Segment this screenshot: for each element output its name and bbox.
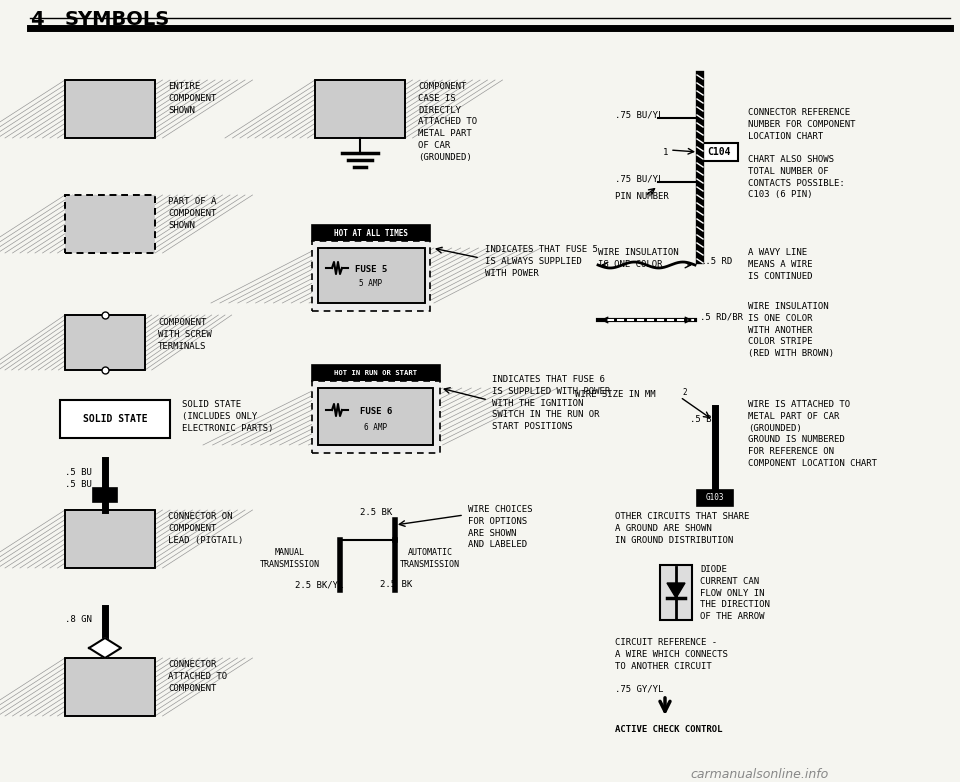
- Text: CONNECTOR REFERENCE
NUMBER FOR COMPONENT
LOCATION CHART: CONNECTOR REFERENCE NUMBER FOR COMPONENT…: [748, 108, 855, 141]
- Bar: [65, 510, 155, 568]
- Text: CIRCUIT REFERENCE -
A WIRE WHICH CONNECTS
TO ANOTHER CIRCUIT: CIRCUIT REFERENCE - A WIRE WHICH CONNECT…: [615, 638, 728, 671]
- Text: AUTOMATIC
TRANSMISSION: AUTOMATIC TRANSMISSION: [400, 548, 460, 569]
- Bar: [65, 195, 155, 253]
- Bar: [65, 658, 155, 716]
- Bar: [318, 388, 433, 445]
- Polygon shape: [89, 638, 121, 658]
- Text: 1.5 RD: 1.5 RD: [700, 257, 732, 266]
- Bar: [65, 80, 155, 138]
- Bar: [315, 80, 405, 138]
- Text: G103: G103: [706, 493, 724, 503]
- Text: 2.5 BK: 2.5 BK: [360, 508, 393, 517]
- Text: carmanualsonline.info: carmanualsonline.info: [691, 768, 829, 781]
- Text: 4: 4: [30, 10, 43, 29]
- Text: FUSE 6: FUSE 6: [360, 407, 392, 417]
- Text: INDICATES THAT FUSE 5
IS ALWAYS SUPPLIED
WITH POWER: INDICATES THAT FUSE 5 IS ALWAYS SUPPLIED…: [485, 245, 598, 278]
- Bar: [65, 315, 145, 370]
- Text: C104: C104: [708, 147, 731, 157]
- Text: COMPONENT
WITH SCREW
TERMINALS: COMPONENT WITH SCREW TERMINALS: [158, 318, 212, 350]
- Text: ENTIRE
COMPONENT
SHOWN: ENTIRE COMPONENT SHOWN: [168, 82, 216, 115]
- Bar: [315, 80, 405, 138]
- Bar: [318, 248, 425, 303]
- Bar: [312, 365, 440, 381]
- Text: ACTIVE CHECK CONTROL: ACTIVE CHECK CONTROL: [615, 725, 723, 734]
- Text: WIRE INSULATION
IS ONE COLOR
WITH ANOTHER
COLOR STRIPE
(RED WITH BROWN): WIRE INSULATION IS ONE COLOR WITH ANOTHE…: [748, 302, 834, 358]
- Bar: [65, 510, 155, 568]
- Text: MANUAL
TRANSMISSION: MANUAL TRANSMISSION: [260, 548, 320, 569]
- Text: INDICATES THAT FUSE 6
IS SUPPLIED WITH POWER
WITH THE IGNITION
SWITCH IN THE RUN: INDICATES THAT FUSE 6 IS SUPPLIED WITH P…: [492, 375, 611, 431]
- Text: WIRE SIZE IN MM: WIRE SIZE IN MM: [575, 390, 656, 399]
- Bar: [318, 248, 425, 303]
- Text: .75 GY/YL: .75 GY/YL: [615, 685, 663, 694]
- Text: .75 BU/YL: .75 BU/YL: [615, 110, 663, 119]
- Bar: [312, 225, 430, 241]
- Text: 6 AMP: 6 AMP: [365, 422, 388, 432]
- Text: .75 BU/YL: .75 BU/YL: [615, 175, 663, 184]
- Text: WIRE INSULATION
IS ONE COLOR: WIRE INSULATION IS ONE COLOR: [598, 248, 679, 269]
- Text: FUSE 5: FUSE 5: [355, 266, 387, 274]
- Bar: [65, 195, 155, 253]
- Text: CONNECTOR
ATTACHED TO
COMPONENT: CONNECTOR ATTACHED TO COMPONENT: [168, 660, 228, 693]
- Text: 2.5 BK/YL: 2.5 BK/YL: [295, 580, 344, 589]
- Text: SOLID STATE: SOLID STATE: [83, 414, 147, 424]
- Text: .5 RD/BR: .5 RD/BR: [700, 312, 743, 321]
- Text: OTHER CIRCUITS THAT SHARE
A GROUND ARE SHOWN
IN GROUND DISTRIBUTION: OTHER CIRCUITS THAT SHARE A GROUND ARE S…: [615, 512, 750, 544]
- Text: HOT IN RUN OR START: HOT IN RUN OR START: [334, 370, 418, 376]
- Bar: [660, 565, 692, 620]
- Bar: [318, 388, 433, 445]
- Text: CHART ALSO SHOWS
TOTAL NUMBER OF
CONTACTS POSSIBLE:
C103 (6 PIN): CHART ALSO SHOWS TOTAL NUMBER OF CONTACT…: [748, 155, 845, 199]
- Text: HOT AT ALL TIMES: HOT AT ALL TIMES: [334, 228, 408, 238]
- Text: WIRE IS ATTACHED TO
METAL PART OF CAR
(GROUNDED)
GROUND IS NUMBERED
FOR REFERENC: WIRE IS ATTACHED TO METAL PART OF CAR (G…: [748, 400, 877, 468]
- Text: SYMBOLS: SYMBOLS: [65, 10, 170, 29]
- Text: 1: 1: [662, 148, 668, 157]
- Text: COMPONENT
CASE IS
DIRECTLY
ATTACHED TO
METAL PART
OF CAR
(GROUNDED): COMPONENT CASE IS DIRECTLY ATTACHED TO M…: [418, 82, 477, 162]
- Bar: [700, 143, 738, 161]
- Text: CONNECTOR ON
COMPONENT
LEAD (PIGTAIL): CONNECTOR ON COMPONENT LEAD (PIGTAIL): [168, 512, 243, 544]
- Text: .5 BR: .5 BR: [690, 415, 717, 424]
- Text: .8 GN: .8 GN: [65, 615, 92, 624]
- Bar: [312, 241, 430, 311]
- Bar: [312, 381, 440, 453]
- Text: SOLID STATE
(INCLUDES ONLY
ELECTRONIC PARTS): SOLID STATE (INCLUDES ONLY ELECTRONIC PA…: [182, 400, 274, 432]
- Text: A WAVY LINE
MEANS A WIRE
IS CONTINUED: A WAVY LINE MEANS A WIRE IS CONTINUED: [748, 248, 812, 281]
- Bar: [65, 315, 145, 370]
- Text: .5 BU: .5 BU: [65, 468, 92, 477]
- Bar: [65, 658, 155, 716]
- Text: PIN NUMBER: PIN NUMBER: [615, 192, 669, 201]
- Text: PART OF A
COMPONENT
SHOWN: PART OF A COMPONENT SHOWN: [168, 197, 216, 230]
- Polygon shape: [667, 583, 685, 598]
- Bar: [697, 490, 733, 506]
- Text: 2.5 BK: 2.5 BK: [380, 580, 412, 589]
- Bar: [65, 80, 155, 138]
- Bar: [60, 400, 170, 438]
- Bar: [93, 488, 117, 502]
- Text: DIODE
CURRENT CAN
FLOW ONLY IN
THE DIRECTION
OF THE ARROW: DIODE CURRENT CAN FLOW ONLY IN THE DIREC…: [700, 565, 770, 621]
- Text: WIRE CHOICES
FOR OPTIONS
ARE SHOWN
AND LABELED: WIRE CHOICES FOR OPTIONS ARE SHOWN AND L…: [468, 505, 533, 550]
- Text: 5 AMP: 5 AMP: [359, 279, 383, 289]
- Text: .5 BU: .5 BU: [65, 480, 92, 489]
- Text: 2: 2: [682, 388, 686, 397]
